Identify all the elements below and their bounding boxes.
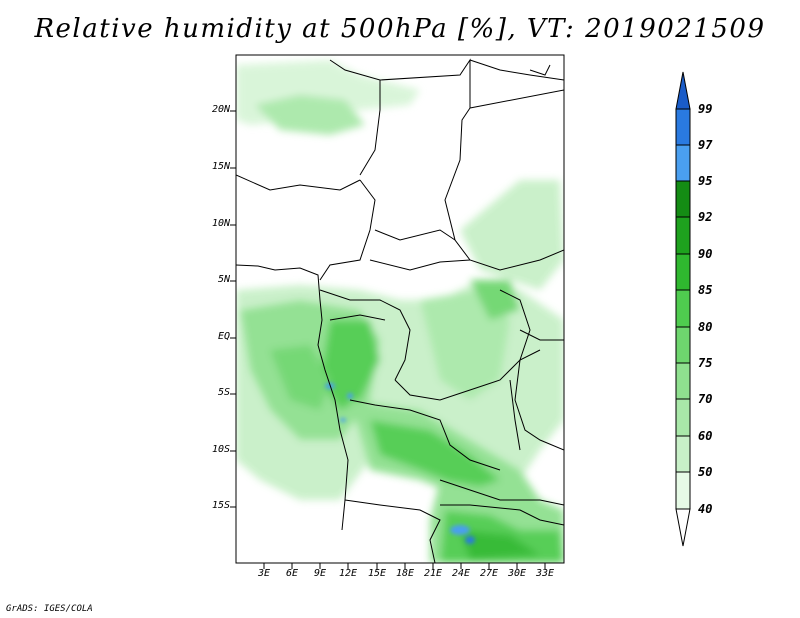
colorbar-label: 99 bbox=[698, 102, 713, 116]
colorbar-label: 85 bbox=[698, 283, 713, 297]
country-borders bbox=[236, 58, 564, 563]
lat-label: 5S bbox=[217, 387, 230, 398]
colorbar-label: 70 bbox=[698, 392, 713, 406]
map-frame bbox=[235, 54, 565, 564]
colorbar-top-arrow bbox=[675, 71, 691, 110]
humidity-field bbox=[236, 60, 564, 563]
lon-label: 30E bbox=[507, 568, 527, 579]
lon-label: 6E bbox=[285, 568, 299, 579]
colorbar bbox=[675, 71, 691, 547]
lat-label: 20N bbox=[211, 104, 230, 115]
map-title: Relative humidity at 500hPa [%], VT: 201… bbox=[34, 14, 766, 44]
colorbar-bin-40-50 bbox=[675, 471, 691, 510]
colorbar-bin-50-60 bbox=[675, 435, 691, 473]
colorbar-bin-70-75 bbox=[675, 362, 691, 400]
colorbar-label: 95 bbox=[698, 174, 713, 188]
colorbar-bin-97-99 bbox=[675, 108, 691, 146]
lat-label: EQ bbox=[217, 331, 230, 342]
colorbar-bin-60-70 bbox=[675, 398, 691, 437]
colorbar-label: 60 bbox=[698, 429, 713, 443]
lon-label: 3E bbox=[257, 568, 271, 579]
axis-ticks bbox=[230, 110, 546, 569]
lon-label: 12E bbox=[338, 568, 358, 579]
colorbar-label: 50 bbox=[698, 465, 713, 479]
lat-label: 15N bbox=[211, 161, 230, 172]
lon-label: 24E bbox=[451, 568, 471, 579]
colorbar-label: 40 bbox=[698, 502, 713, 516]
colorbar-bin-90-92 bbox=[675, 216, 691, 255]
lon-label: 33E bbox=[535, 568, 555, 579]
lon-label: 18E bbox=[395, 568, 415, 579]
colorbar-label: 75 bbox=[698, 356, 713, 370]
lon-label: 21E bbox=[423, 568, 443, 579]
colorbar-label: 80 bbox=[698, 320, 713, 334]
colorbar-bin-92-95 bbox=[675, 180, 691, 218]
grads-credit: GrADS: IGES/COLA bbox=[6, 604, 93, 614]
lon-label: 15E bbox=[367, 568, 387, 579]
lat-label: 10S bbox=[211, 444, 230, 455]
colorbar-label: 90 bbox=[698, 247, 713, 261]
lon-label: 27E bbox=[479, 568, 499, 579]
lat-label: 15S bbox=[211, 500, 230, 511]
colorbar-bin-95-97 bbox=[675, 144, 691, 182]
colorbar-bin-80-85 bbox=[675, 289, 691, 328]
colorbar-bottom-arrow bbox=[675, 508, 691, 547]
colorbar-bin-75-80 bbox=[675, 326, 691, 364]
colorbar-label: 97 bbox=[698, 138, 713, 152]
colorbar-bin-85-90 bbox=[675, 253, 691, 291]
lat-label: 10N bbox=[211, 218, 230, 229]
colorbar-label: 92 bbox=[698, 210, 713, 224]
lon-label: 9E bbox=[313, 568, 327, 579]
lat-label: 5N bbox=[217, 274, 230, 285]
